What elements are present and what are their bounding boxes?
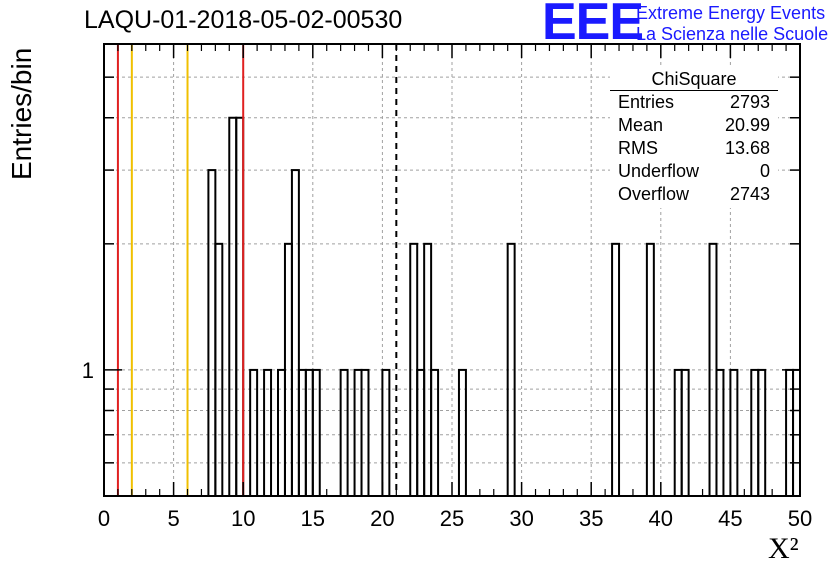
logo-letters: EEE [542,0,644,51]
stats-label: Mean [618,115,664,135]
chart-title: LAQU-01-2018-05-02-00530 [84,6,403,34]
x-tick-label-10: 50 [788,506,812,531]
x-tick-label-4: 20 [370,506,394,531]
stats-value: 2793 [729,92,770,112]
stats-row-entries: Entries 2793 [610,91,778,114]
stats-label: Entries [618,92,675,112]
stats-row-rms: RMS 13.68 [610,137,778,160]
stats-value: 13.68 [724,138,770,158]
stats-value: 20.99 [724,115,770,135]
x-tick-label-9: 45 [718,506,742,531]
stats-value: 0 [759,161,770,181]
x-axis-label: X² [768,532,799,565]
logo-line-1: Extreme Energy Events [636,3,826,23]
stats-label: Underflow [618,161,700,181]
x-tick-label-1: 5 [167,506,179,531]
stats-label: RMS [618,138,658,158]
x-tick-label-7: 35 [579,506,603,531]
y-tick-label-0: 1 [82,358,94,383]
stats-row-mean: Mean 20.99 [610,114,778,137]
stats-value: 2743 [729,184,770,204]
x-tick-label-3: 15 [301,506,325,531]
stats-title: ChiSquare [610,68,778,91]
x-tick-label-0: 0 [98,506,110,531]
stats-row-underflow: Underflow 0 [610,160,778,183]
stats-row-overflow: Overflow 2743 [610,183,778,206]
logo-line-2: La Scienza nelle Scuole [636,24,829,44]
x-tick-label-5: 25 [440,506,464,531]
x-tick-label-6: 30 [509,506,533,531]
x-tick-label-2: 10 [231,506,255,531]
histogram-bin-0 [207,169,217,497]
histogram-bin-3 [235,116,245,498]
histogram-bin-8 [290,169,300,497]
stats-box: ChiSquare Entries 2793 Mean 20.99 RMS 13.68 Un… [610,68,778,208]
y-axis-label: Entries/bin [6,47,37,180]
histogram-bin-2 [228,116,238,498]
x-tick-label-8: 40 [649,506,673,531]
stats-label: Overflow [618,184,690,204]
